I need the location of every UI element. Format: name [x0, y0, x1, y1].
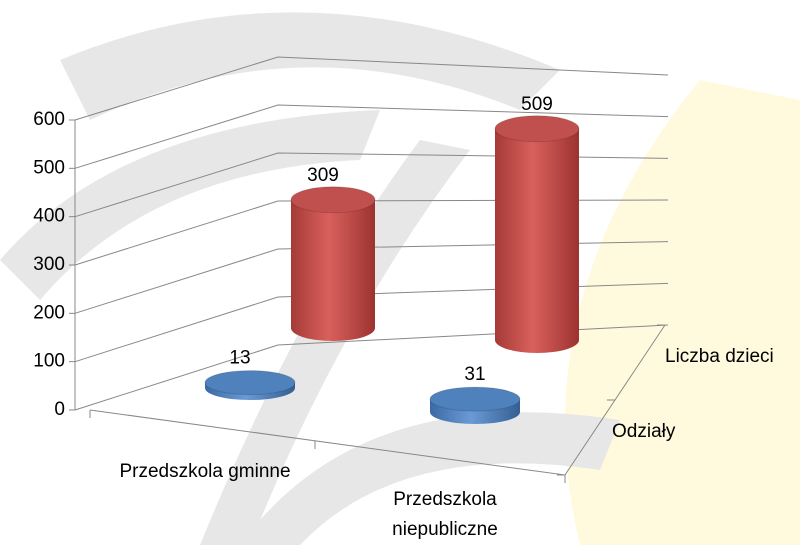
value-label: 13 [229, 348, 250, 369]
cylinder [494, 115, 580, 353]
grid-line [74, 104, 669, 169]
y-tick-label: 0 [54, 399, 65, 420]
cylinder [290, 186, 376, 341]
cylinder-top [494, 115, 580, 143]
y-tick-label: 400 [33, 206, 65, 227]
legend-label: Liczba dzieci [665, 346, 774, 367]
value-label: 309 [307, 165, 339, 186]
x-tick-label: Przedszkola gminne [119, 461, 291, 482]
y-tick-label: 200 [33, 302, 65, 323]
grid: 0 100 200 300 400 500 600 Odziały Liczba dzieci [33, 56, 774, 483]
value-label: 31 [464, 364, 485, 385]
grid-line [74, 56, 669, 121]
cylinder-top [429, 386, 521, 412]
x-tick-label: Przedszkola niepubliczne [392, 489, 498, 540]
y-tick-label: 300 [33, 254, 65, 275]
cylinder-body [291, 199, 375, 341]
legend-label: Odziały [612, 421, 676, 442]
y-tick-label: 100 [33, 351, 65, 372]
y-tick-label: 600 [33, 109, 65, 130]
cylinder [204, 370, 296, 400]
cylinder-body [495, 128, 579, 353]
y-tick-label: 500 [33, 157, 65, 178]
value-label: 509 [521, 94, 553, 115]
cylinder-top [290, 186, 376, 214]
cylinder [429, 386, 521, 424]
marks: 309 509 13 31 [204, 94, 580, 424]
cylinder-top [204, 370, 296, 396]
